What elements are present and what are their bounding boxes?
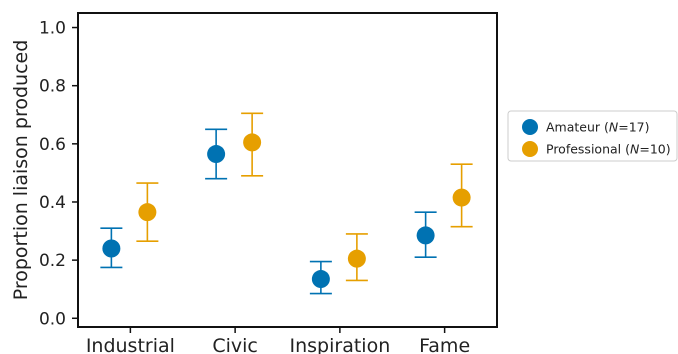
x-tick-label: Inspiration xyxy=(290,335,391,354)
y-tick-label: 0.0 xyxy=(39,309,66,329)
y-axis-title: Proportion liaison produced xyxy=(10,40,32,301)
data-point xyxy=(243,133,262,152)
y-tick-label: 0.8 xyxy=(39,77,66,97)
y-tick-label: 1.0 xyxy=(39,19,66,39)
y-tick-label: 0.4 xyxy=(39,193,66,213)
legend-frame xyxy=(507,110,678,162)
data-point xyxy=(452,188,471,207)
data-point xyxy=(416,226,435,245)
y-tick-label: 0.2 xyxy=(39,251,66,271)
data-point xyxy=(347,249,366,268)
x-tick-label: Fame xyxy=(419,335,470,354)
x-tick-label: Industrial xyxy=(86,335,175,354)
data-point xyxy=(102,239,121,258)
data-point xyxy=(207,145,226,164)
data-point xyxy=(311,270,330,289)
x-tick-label: Civic xyxy=(212,335,258,354)
legend-label: Amateur (N=17) xyxy=(546,120,650,135)
plot-frame xyxy=(77,12,498,328)
legend-marker xyxy=(522,141,538,157)
legend-marker xyxy=(522,119,538,135)
legend: Amateur (N=17) Professional (N=10) xyxy=(507,110,678,162)
y-tick-label: 0.6 xyxy=(39,135,66,155)
data-point xyxy=(138,203,157,222)
legend-label: Professional (N=10) xyxy=(546,142,671,157)
plot-area: 0.0 0.2 0.4 0.6 0.8 1.0 Industrial Civic Inspira… xyxy=(39,12,498,354)
